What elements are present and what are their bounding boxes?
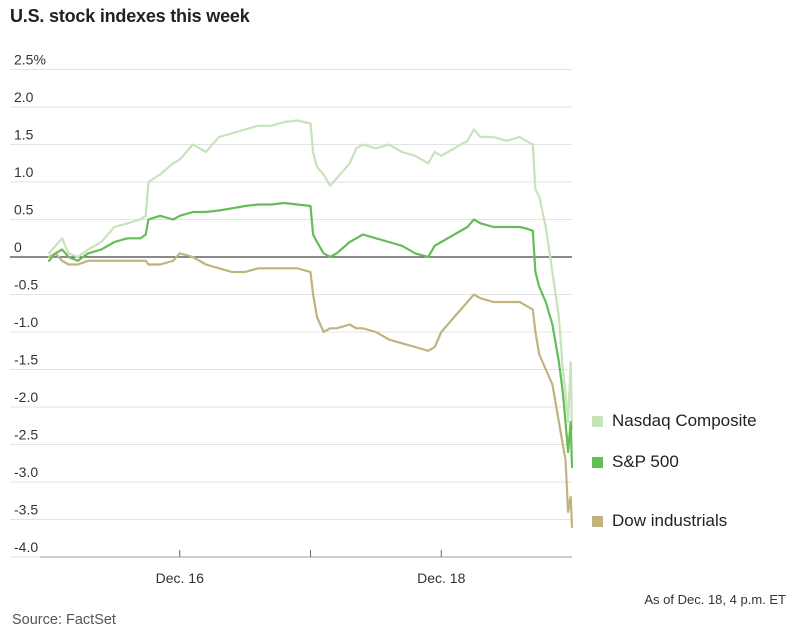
series-line-dow-industrials bbox=[47, 252, 574, 529]
y-tick-label: -4.0 bbox=[14, 539, 38, 555]
legend-swatch bbox=[592, 515, 603, 527]
legend-item: Nasdaq Composite bbox=[592, 411, 757, 431]
series-line-nasdaq-composite bbox=[47, 119, 574, 431]
x-tick-label: Dec. 18 bbox=[417, 570, 465, 586]
y-tick-label: 1.5 bbox=[14, 127, 34, 143]
x-axis: Dec. 16 Dec. 18 bbox=[40, 550, 572, 586]
y-tick-label: -3.0 bbox=[14, 464, 38, 480]
gridlines bbox=[10, 69, 572, 558]
legend-swatch bbox=[592, 415, 603, 427]
x-tick-label: Dec. 16 bbox=[156, 570, 204, 586]
chart-title: U.S. stock indexes this week bbox=[10, 6, 250, 26]
source-note: Source: FactSet bbox=[12, 612, 116, 628]
y-tick-label: 0 bbox=[14, 239, 22, 255]
series-line-s-p-500 bbox=[47, 201, 574, 469]
series-lines bbox=[47, 119, 574, 529]
legend-item: Dow industrials bbox=[592, 511, 727, 531]
legend-label: Dow industrials bbox=[612, 511, 728, 530]
y-tick-label: 2.0 bbox=[14, 89, 34, 105]
legend-item: S&P 500 bbox=[592, 452, 679, 472]
y-axis-labels: 2.5% 2.0 1.5 1.0 0.5 0 -0.5 -1.0 -1.5 -2.0 -2.5 -3.… bbox=[14, 52, 46, 556]
y-tick-label: -1.5 bbox=[14, 352, 38, 368]
y-tick-label: -2.0 bbox=[14, 389, 38, 405]
timestamp-note: As of Dec. 18, 4 p.m. ET bbox=[644, 592, 786, 607]
y-tick-label: -2.5 bbox=[14, 427, 38, 443]
y-tick-label: 0.5 bbox=[14, 202, 34, 218]
y-tick-label: 1.0 bbox=[14, 164, 34, 180]
legend-swatch bbox=[592, 456, 603, 468]
y-tick-label: 2.5% bbox=[14, 52, 46, 68]
legend-label: S&P 500 bbox=[612, 452, 679, 471]
y-tick-label: -3.5 bbox=[14, 502, 38, 518]
y-tick-label: -0.5 bbox=[14, 277, 38, 293]
legend-label: Nasdaq Composite bbox=[612, 411, 757, 430]
y-tick-label: -1.0 bbox=[14, 314, 38, 330]
